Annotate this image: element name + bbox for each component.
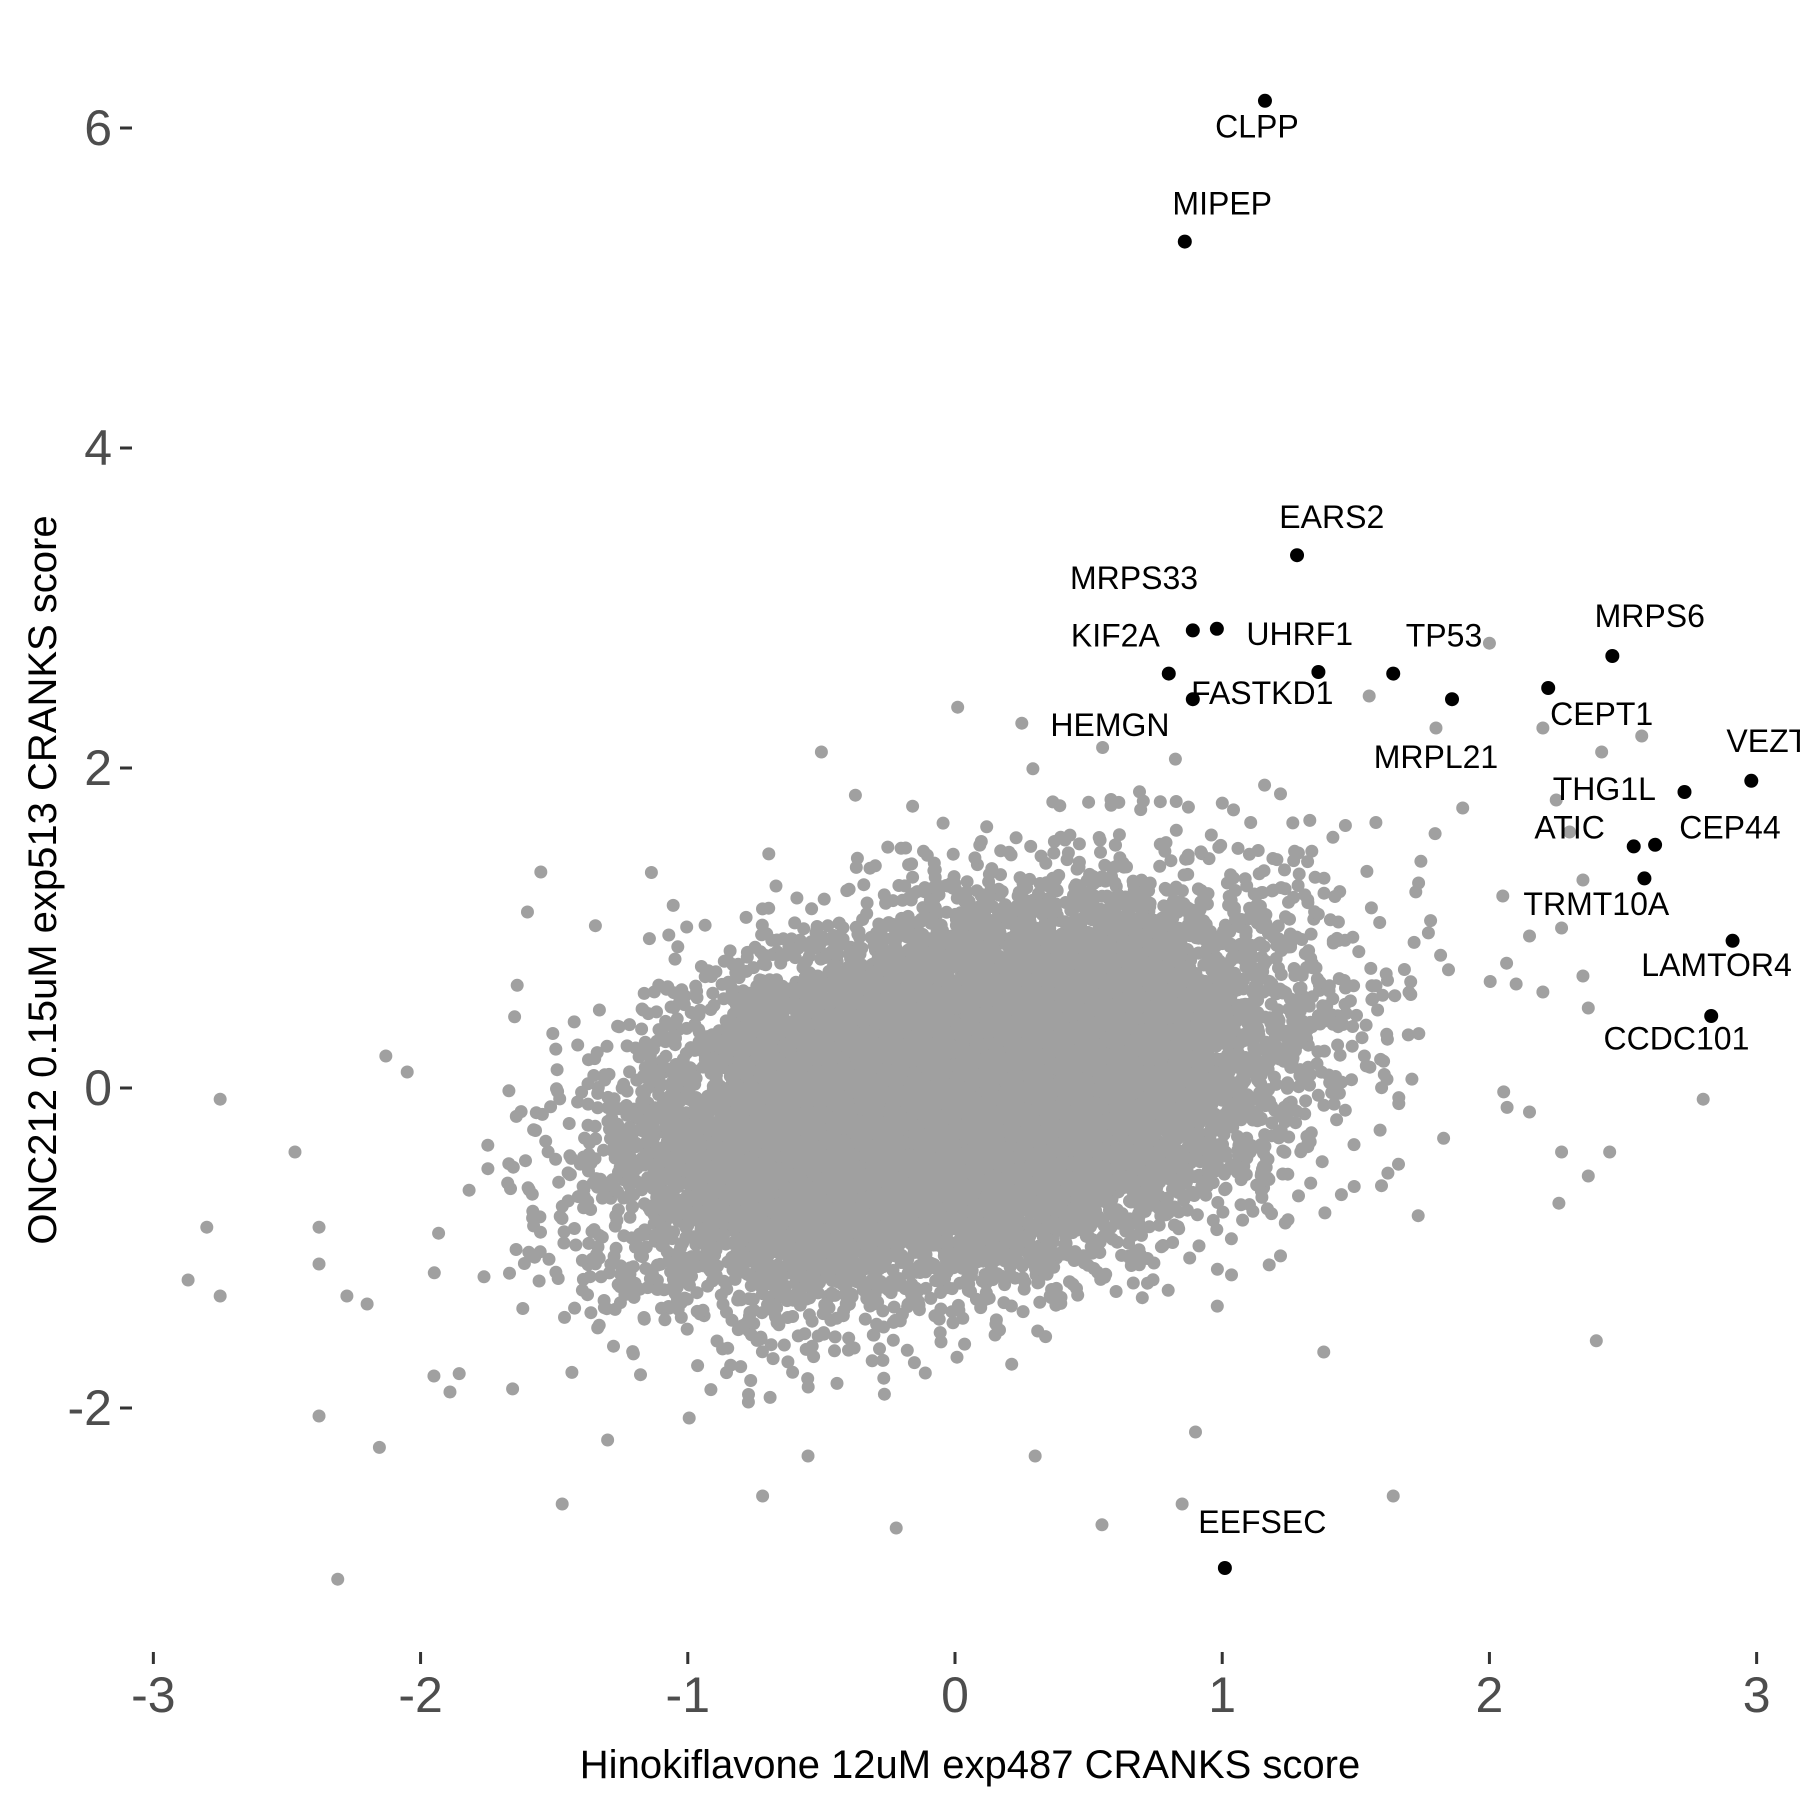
- background-point: [704, 1383, 718, 1397]
- background-point: [571, 1038, 585, 1052]
- background-point: [581, 1097, 595, 1111]
- background-point: [1231, 841, 1245, 855]
- background-point: [1373, 916, 1387, 929]
- background-point: [940, 905, 954, 919]
- background-point: [565, 1365, 579, 1379]
- background-point: [529, 1106, 543, 1120]
- background-point: [539, 1134, 553, 1148]
- background-point: [562, 1117, 576, 1130]
- background-point: [877, 1371, 891, 1385]
- background-point: [918, 1366, 932, 1380]
- background-point: [1497, 1085, 1511, 1099]
- background-point: [714, 1288, 728, 1302]
- background-point: [462, 1183, 476, 1197]
- background-point: [755, 928, 769, 942]
- background-point: [503, 1266, 516, 1280]
- background-point: [1009, 831, 1023, 845]
- background-point: [1024, 839, 1038, 853]
- background-point: [777, 1338, 791, 1352]
- background-point: [623, 1018, 636, 1032]
- background-points: [181, 636, 1710, 1586]
- background-point: [1005, 1357, 1019, 1371]
- background-point: [584, 1306, 598, 1320]
- background-point: [1411, 1209, 1425, 1223]
- background-point: [372, 1440, 386, 1454]
- background-point: [1333, 1048, 1347, 1062]
- background-point: [549, 1042, 563, 1056]
- background-point: [477, 1270, 491, 1284]
- background-point: [1412, 1027, 1426, 1041]
- background-point: [1331, 1038, 1345, 1052]
- background-point: [1227, 803, 1240, 817]
- background-point: [550, 1063, 564, 1077]
- background-point: [755, 918, 769, 932]
- background-point: [671, 940, 685, 954]
- background-point: [592, 1003, 606, 1017]
- background-point: [766, 1352, 780, 1366]
- background-point: [850, 851, 864, 865]
- background-point: [650, 1282, 664, 1296]
- background-point: [517, 1257, 531, 1270]
- background-point: [1338, 1103, 1352, 1117]
- background-point: [610, 1213, 624, 1227]
- background-point: [340, 1289, 354, 1303]
- background-point: [1169, 823, 1183, 837]
- background-point: [1421, 926, 1435, 940]
- background-point: [510, 978, 524, 992]
- background-point: [1292, 1189, 1305, 1203]
- background-point: [1397, 963, 1411, 976]
- background-point: [569, 1238, 583, 1252]
- background-point: [1033, 1295, 1047, 1309]
- background-point: [828, 1344, 841, 1358]
- background-point: [680, 1322, 694, 1336]
- background-point: [876, 1353, 890, 1367]
- background-point: [1260, 1202, 1274, 1216]
- background-point: [1072, 837, 1086, 851]
- background-point: [1094, 845, 1107, 859]
- background-point: [1357, 1049, 1371, 1063]
- background-point: [790, 891, 804, 905]
- background-point: [860, 896, 874, 910]
- background-point: [1112, 828, 1126, 842]
- background-point: [597, 1143, 610, 1157]
- background-point: [481, 1138, 495, 1152]
- background-point: [1345, 1073, 1358, 1087]
